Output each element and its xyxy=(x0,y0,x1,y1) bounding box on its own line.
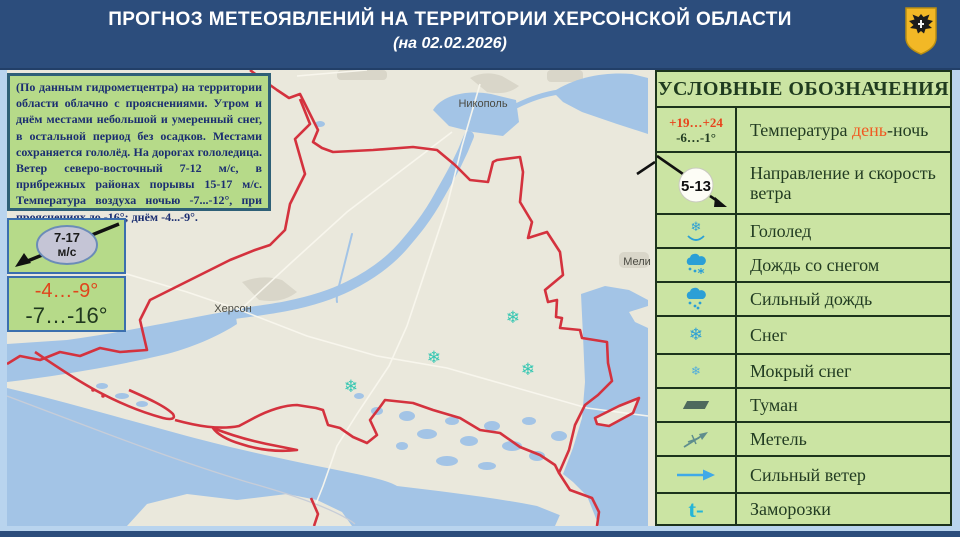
snow-marker-icon: ❄ xyxy=(505,308,521,328)
temperature-night: -7…-16° xyxy=(25,303,108,328)
snow-marker-icon: ❄ xyxy=(520,360,536,380)
legend-row-wet-snow: ❄ Мокрый снег xyxy=(657,353,950,387)
legend-strong-wind-label: Сильный ветер xyxy=(750,464,866,485)
legend-row-temperature: +19…+24 -6…-1° Температура день-ночь xyxy=(657,106,950,151)
water-bodies xyxy=(7,73,648,526)
wind-arrow-icon: 7-17 м/с xyxy=(15,222,120,267)
legend-temp-night-value: -6…-1° xyxy=(676,129,716,145)
city-footprints xyxy=(242,70,649,301)
page-title: ПРОГНОЗ МЕТЕОЯВЛЕНИЙ НА ТЕРРИТОРИИ ХЕРСО… xyxy=(108,9,792,30)
border-islet-dots xyxy=(91,388,105,398)
temperature-day: -4…-9° xyxy=(34,280,99,302)
legend-wet-snow-label: Мокрый снег xyxy=(750,361,852,381)
wind-indicator-box: 7-17 м/с xyxy=(7,218,126,274)
snow-marker-icon: ❄ xyxy=(343,377,359,397)
snow-icon: ❄ xyxy=(657,317,737,353)
city-label: Мели xyxy=(623,256,651,268)
legend-arrow-tail xyxy=(636,160,655,176)
legend-heavy-rain-label: Сильный дождь xyxy=(750,289,873,309)
legend-title: УСЛОВНЫЕ ОБОЗНАЧЕНИЯ xyxy=(657,77,950,100)
legend-fog-label: Туман xyxy=(750,395,798,415)
legend-row-snow: ❄ Снег xyxy=(657,315,950,353)
sea-route-line xyxy=(7,395,356,525)
legend-snow-label: Снег xyxy=(750,325,788,345)
forecast-text-box: (По данным гидрометцентра) на территории… xyxy=(7,73,271,224)
legend-temp-day-value: +19…+24 xyxy=(669,114,723,130)
legend-rain-snow-label: Дождь со снегом xyxy=(750,255,880,275)
city-label: Никополь xyxy=(458,98,508,110)
wind-speed-units: м/с xyxy=(58,245,77,259)
hydromet-emblem-icon xyxy=(905,7,937,55)
rain-snow-icon xyxy=(657,249,737,281)
legend-row-frost: t- Заморозки xyxy=(657,492,950,524)
frost-icon: t- xyxy=(657,494,737,524)
legend-row-heavy-rain: Сильный дождь xyxy=(657,281,950,315)
legend-panel: УСЛОВНЫЕ ОБОЗНАЧЕНИЯ +19…+24 -6…-1° Темп… xyxy=(655,70,952,526)
legend-row-strong-wind: Сильный ветер xyxy=(657,455,950,492)
strong-wind-icon xyxy=(657,457,737,492)
legend-blizzard-label: Метель xyxy=(750,429,807,449)
legend-row-fog: Туман xyxy=(657,387,950,421)
heavy-rain-icon xyxy=(657,283,737,315)
river-dnieper xyxy=(230,89,562,319)
ice-icon: ❄ xyxy=(657,215,737,247)
legend-row-ice: ❄ Гололед xyxy=(657,213,950,247)
svg-text:❄: ❄ xyxy=(691,220,702,235)
legend-row-blizzard: Метель xyxy=(657,421,950,455)
oblast-border xyxy=(7,70,641,526)
snow-marker-icon: ❄ xyxy=(426,348,442,368)
page-subtitle: (на 02.02.2026) xyxy=(393,35,507,52)
legend-ice-label: Гололед xyxy=(750,221,812,241)
forecast-text: (По данным гидрометцентра) на территории… xyxy=(16,80,262,224)
temperature-box: -4…-9° -7…-16° xyxy=(7,276,126,332)
wind-direction-speed-icon: 5-13 xyxy=(657,153,737,213)
temperature-day-night-icon: +19…+24 -6…-1° xyxy=(657,108,737,151)
fog-icon xyxy=(657,389,737,421)
wind-speed-value: 7-17 xyxy=(54,230,80,245)
legend-row-rain-snow: Дождь со снегом xyxy=(657,247,950,281)
bottom-frame-bar xyxy=(0,531,960,537)
legend-temp-label: Температура день-ночь xyxy=(750,119,929,140)
city-label: Херсон xyxy=(214,303,252,315)
legend-wind-label: Направление и скорость ветра xyxy=(750,163,936,203)
legend-row-wind: 5-13 Направление и скорость ветра xyxy=(657,151,950,213)
wet-snow-icon: ❄ xyxy=(657,355,737,387)
blizzard-icon xyxy=(657,423,737,455)
header-banner: ПРОГНОЗ МЕТЕОЯВЛЕНИЙ НА ТЕРРИТОРИИ ХЕРСО… xyxy=(0,0,960,70)
legend-wind-value: 5-13 xyxy=(681,178,711,195)
legend-frost-label: Заморозки xyxy=(750,499,831,519)
